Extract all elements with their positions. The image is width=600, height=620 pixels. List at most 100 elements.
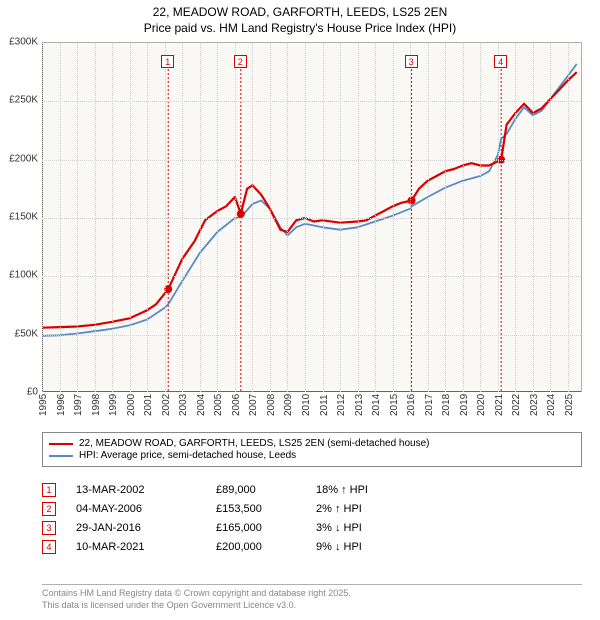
x-tick-label: 2017 bbox=[424, 394, 435, 416]
x-tick-label: 2009 bbox=[283, 394, 294, 416]
sales-row-diff: 3% ↓ HPI bbox=[316, 522, 406, 534]
title-address: 22, MEADOW ROAD, GARFORTH, LEEDS, LS25 2… bbox=[0, 4, 600, 20]
gridline-v bbox=[480, 43, 481, 392]
sale-marker-box: 2 bbox=[234, 55, 247, 68]
series-price_paid bbox=[42, 72, 577, 328]
sales-row-marker: 1 bbox=[42, 483, 56, 497]
x-tick-label: 2015 bbox=[389, 394, 400, 416]
x-tick-label: 2018 bbox=[441, 394, 452, 416]
sales-row-price: £165,000 bbox=[216, 522, 296, 534]
sales-row-diff: 2% ↑ HPI bbox=[316, 503, 406, 515]
x-tick-label: 2020 bbox=[476, 394, 487, 416]
legend-label: 22, MEADOW ROAD, GARFORTH, LEEDS, LS25 2… bbox=[79, 438, 430, 449]
x-tick-label: 1999 bbox=[108, 394, 119, 416]
x-tick-label: 2006 bbox=[231, 394, 242, 416]
x-tick-label: 2011 bbox=[319, 394, 330, 416]
gridline-h bbox=[42, 101, 581, 102]
x-tick-label: 1995 bbox=[38, 394, 49, 416]
gridline-v bbox=[323, 43, 324, 392]
x-tick-label: 2010 bbox=[301, 394, 312, 416]
title-block: 22, MEADOW ROAD, GARFORTH, LEEDS, LS25 2… bbox=[0, 0, 600, 36]
gridline-v bbox=[515, 43, 516, 392]
gridline-v bbox=[375, 43, 376, 392]
sales-row: 204-MAY-2006£153,5002% ↑ HPI bbox=[42, 502, 582, 516]
x-tick-label: 2016 bbox=[406, 394, 417, 416]
legend-label: HPI: Average price, semi-detached house,… bbox=[79, 450, 296, 461]
gridline-h bbox=[42, 160, 581, 161]
gridline-v bbox=[340, 43, 341, 392]
gridline-v bbox=[287, 43, 288, 392]
sales-row: 1 13-MAR-2002 £89,000 18% ↑ HPI bbox=[42, 483, 582, 497]
gridline-v bbox=[550, 43, 551, 392]
gridline-v bbox=[130, 43, 131, 392]
legend-swatch bbox=[49, 443, 73, 445]
legend-item: 22, MEADOW ROAD, GARFORTH, LEEDS, LS25 2… bbox=[49, 438, 575, 449]
legend-swatch bbox=[49, 455, 73, 457]
sales-row: 3 29-JAN-2016 £165,000 3% ↓ HPI bbox=[42, 521, 582, 535]
sale-marker-box: 1 bbox=[161, 55, 174, 68]
x-tick-label: 2025 bbox=[564, 394, 575, 416]
sales-table: 1 13-MAR-2002 £89,000 18% ↑ HPI 204-MAY-2006… bbox=[42, 478, 582, 559]
gridline-v bbox=[445, 43, 446, 392]
legend-item: HPI: Average price, semi-detached house,… bbox=[49, 450, 575, 461]
gridline-v bbox=[428, 43, 429, 392]
plot-area: 1 2 3 4 bbox=[42, 42, 582, 392]
y-tick-label: £100K bbox=[9, 270, 38, 281]
sales-row-marker: 3 bbox=[42, 521, 56, 535]
x-tick-label: 2014 bbox=[371, 394, 382, 416]
gridline-v bbox=[305, 43, 306, 392]
y-tick-label: £150K bbox=[9, 212, 38, 223]
gridline-v bbox=[568, 43, 569, 392]
sales-row-marker: 4 bbox=[42, 540, 56, 554]
gridline-v bbox=[270, 43, 271, 392]
x-tick-label: 2002 bbox=[161, 394, 172, 416]
gridline-v bbox=[533, 43, 534, 392]
x-tick-label: 2005 bbox=[213, 394, 224, 416]
gridline-v bbox=[165, 43, 166, 392]
sales-row-diff: 18% ↑ HPI bbox=[316, 484, 406, 496]
y-axis: £0£50K£100K£150K£200K£250K£300K bbox=[0, 42, 42, 392]
gridline-v bbox=[217, 43, 218, 392]
gridline-v bbox=[182, 43, 183, 392]
legend: 22, MEADOW ROAD, GARFORTH, LEEDS, LS25 2… bbox=[42, 432, 582, 467]
gridline-v bbox=[393, 43, 394, 392]
sales-row-price: £89,000 bbox=[216, 484, 296, 496]
title-subtitle: Price paid vs. HM Land Registry's House … bbox=[0, 20, 600, 36]
sale-point bbox=[237, 210, 245, 218]
gridline-v bbox=[235, 43, 236, 392]
sales-row-date: 29-JAN-2016 bbox=[76, 522, 196, 534]
y-tick-label: £200K bbox=[9, 153, 38, 164]
series-hpi bbox=[42, 64, 577, 336]
x-tick-label: 2021 bbox=[494, 394, 505, 416]
x-tick-label: 2008 bbox=[266, 394, 277, 416]
x-tick-label: 2013 bbox=[354, 394, 365, 416]
gridline-v bbox=[358, 43, 359, 392]
gridline-v bbox=[95, 43, 96, 392]
sales-row-date: 13-MAR-2002 bbox=[76, 484, 196, 496]
gridline-h bbox=[42, 335, 581, 336]
y-tick-label: £300K bbox=[9, 37, 38, 48]
x-tick-label: 2024 bbox=[546, 394, 557, 416]
gridline-v bbox=[112, 43, 113, 392]
sale-point bbox=[408, 197, 416, 205]
chart-container: 22, MEADOW ROAD, GARFORTH, LEEDS, LS25 2… bbox=[0, 0, 600, 620]
gridline-v bbox=[77, 43, 78, 392]
sales-row-date: 10-MAR-2021 bbox=[76, 541, 196, 553]
gridline-h bbox=[42, 276, 581, 277]
gridline-v bbox=[42, 43, 43, 392]
x-tick-label: 2022 bbox=[511, 394, 522, 416]
x-tick-label: 2007 bbox=[248, 394, 259, 416]
x-tick-label: 1996 bbox=[56, 394, 67, 416]
sale-marker-box: 3 bbox=[405, 55, 418, 68]
y-tick-label: £250K bbox=[9, 95, 38, 106]
x-tick-label: 2004 bbox=[196, 394, 207, 416]
sales-row-marker: 2 bbox=[42, 502, 56, 516]
x-tick-label: 2000 bbox=[126, 394, 137, 416]
gridline-v bbox=[147, 43, 148, 392]
sale-marker-box: 4 bbox=[494, 55, 507, 68]
sales-row-diff: 9% ↓ HPI bbox=[316, 541, 406, 553]
gridline-v bbox=[498, 43, 499, 392]
y-tick-label: £0 bbox=[27, 387, 38, 398]
sales-row: 410-MAR-2021£200,0009% ↓ HPI bbox=[42, 540, 582, 554]
gridline-v bbox=[252, 43, 253, 392]
